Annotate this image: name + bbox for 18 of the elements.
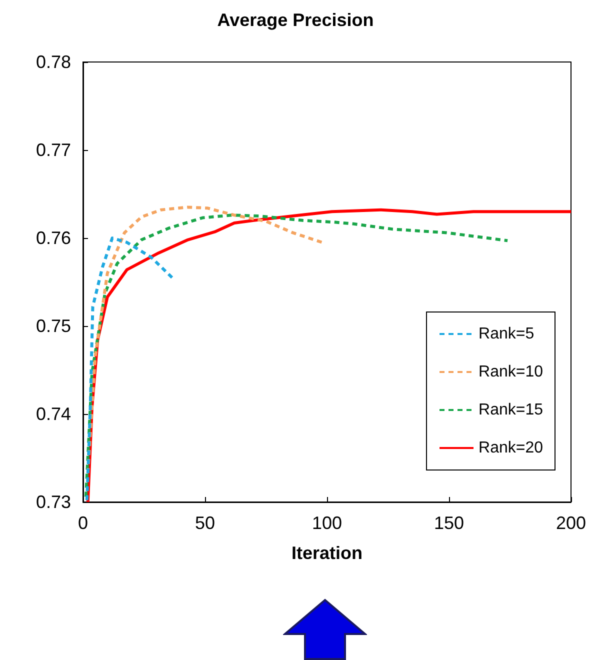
y-tick-label: 0.76 (36, 228, 71, 248)
y-tick-label: 0.74 (36, 404, 71, 424)
line-series (85, 236, 174, 502)
x-tick-label: 100 (312, 513, 342, 533)
x-tick-label: 150 (434, 513, 464, 533)
legend-label: Rank=15 (478, 402, 544, 418)
y-tick-label: 0.77 (36, 140, 71, 160)
x-tick-label: 200 (556, 513, 586, 533)
y-tick-label: 0.75 (36, 316, 71, 336)
legend-label: Rank=10 (478, 364, 544, 380)
legend-label: Rank=5 (478, 326, 534, 342)
legend-label: Rank=20 (478, 440, 544, 456)
y-tick-label: 0.73 (36, 492, 71, 512)
y-tick-label: 0.78 (36, 52, 71, 72)
x-tick-label: 50 (194, 513, 216, 533)
chart-title: Average Precision (217, 10, 374, 30)
x-axis-title: Iteration (291, 543, 363, 563)
x-tick-label: 0 (78, 513, 88, 533)
